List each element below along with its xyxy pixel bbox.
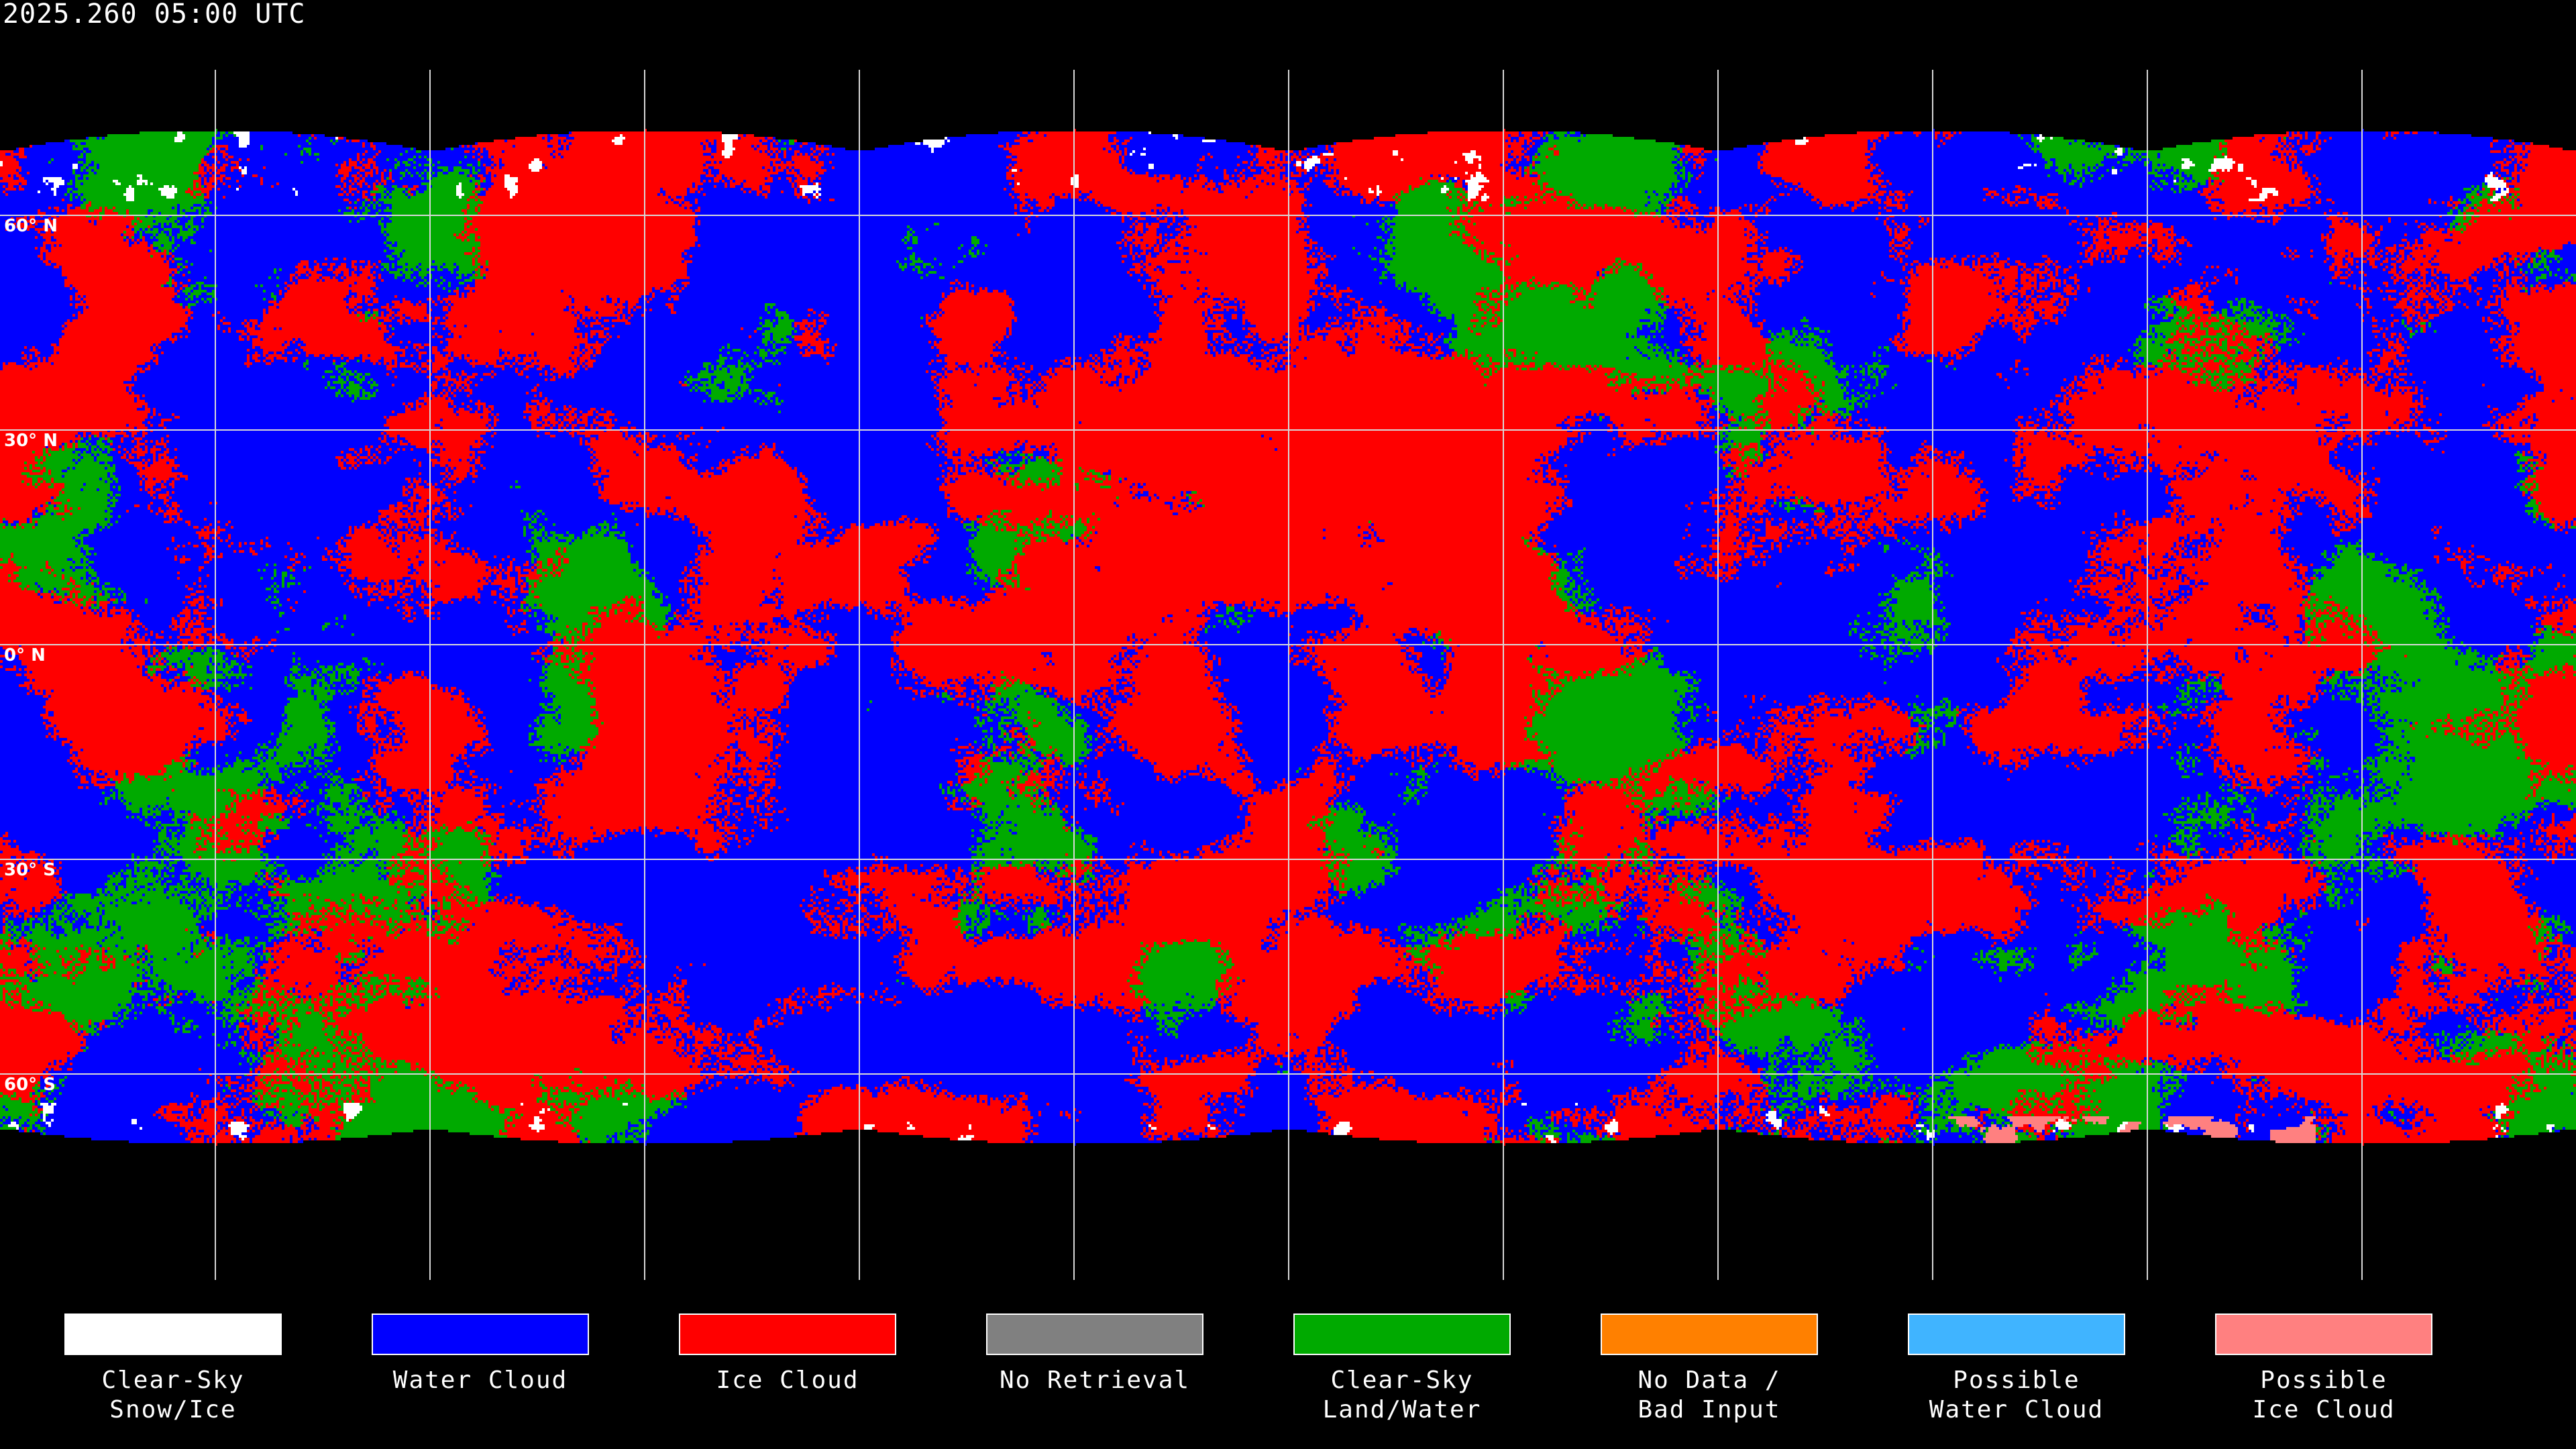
- longitude-gridline: [429, 70, 431, 1280]
- legend-item-no-data: No Data / Bad Input: [1601, 1313, 1818, 1425]
- longitude-gridline: [644, 70, 645, 1280]
- legend-item-water-cloud: Water Cloud: [372, 1313, 589, 1395]
- longitude-gridline: [1288, 70, 1289, 1280]
- longitude-gridline: [1932, 70, 1933, 1280]
- longitude-gridline: [215, 70, 216, 1280]
- legend-swatch: [2215, 1313, 2432, 1355]
- legend-swatch: [679, 1313, 896, 1355]
- legend-swatch: [372, 1313, 589, 1355]
- legend-item-possible-ice-cloud: Possible Ice Cloud: [2215, 1313, 2432, 1425]
- longitude-gridline: [1073, 70, 1075, 1280]
- lat-label-60n: 60° N: [4, 216, 58, 236]
- lat-label-30s: 30° S: [4, 860, 56, 880]
- latitude-gridline: [0, 859, 2576, 860]
- lat-label-30n: 30° N: [4, 431, 58, 451]
- legend: Clear-Sky Snow/Ice Water Cloud Ice Cloud…: [0, 1288, 2576, 1449]
- longitude-gridline: [2147, 70, 2148, 1280]
- cloud-phase-map: 60° N 30° N 0° N 30° S 60° S 2025.260 05…: [0, 0, 2576, 1288]
- latitude-gridline: [0, 429, 2576, 431]
- legend-swatch: [1601, 1313, 1818, 1355]
- longitude-gridline: [2361, 70, 2363, 1280]
- latitude-gridline: [0, 1073, 2576, 1075]
- legend-item-clear-sky-snow-ice: Clear-Sky Snow/Ice: [64, 1313, 282, 1425]
- longitude-gridline: [1717, 70, 1719, 1280]
- legend-swatch: [1293, 1313, 1511, 1355]
- legend-swatch: [64, 1313, 282, 1355]
- longitude-gridline: [1503, 70, 1504, 1280]
- legend-item-no-retrieval: No Retrieval: [986, 1313, 1203, 1395]
- latitude-gridline: [0, 644, 2576, 645]
- lat-label-60s: 60° S: [4, 1075, 56, 1095]
- latitude-gridline: [0, 215, 2576, 216]
- lat-label-0n: 0° N: [4, 645, 46, 665]
- legend-item-clear-sky-land-water: Clear-Sky Land/Water: [1293, 1313, 1511, 1425]
- timestamp-title: 2025.260 05:00 UTC: [3, 0, 306, 30]
- legend-item-possible-water-cloud: Possible Water Cloud: [1908, 1313, 2125, 1425]
- legend-swatch: [1908, 1313, 2125, 1355]
- longitude-gridline: [859, 70, 860, 1280]
- legend-item-ice-cloud: Ice Cloud: [679, 1313, 896, 1395]
- legend-swatch: [986, 1313, 1203, 1355]
